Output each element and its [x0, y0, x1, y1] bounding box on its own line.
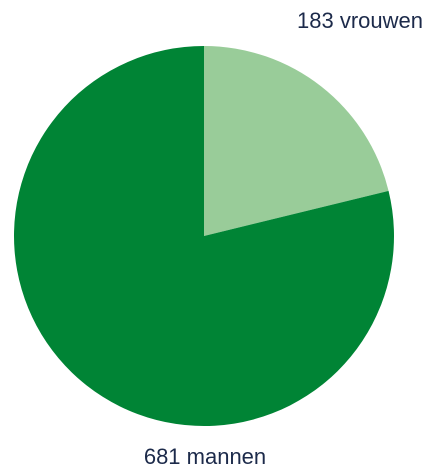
- pie-slice-1: [14, 46, 394, 426]
- slice-label-mannen: 681 mannen: [143, 444, 267, 469]
- pie-slice-0: [204, 46, 389, 236]
- slice-label-vrouwen: 183 vrouwen: [297, 8, 423, 33]
